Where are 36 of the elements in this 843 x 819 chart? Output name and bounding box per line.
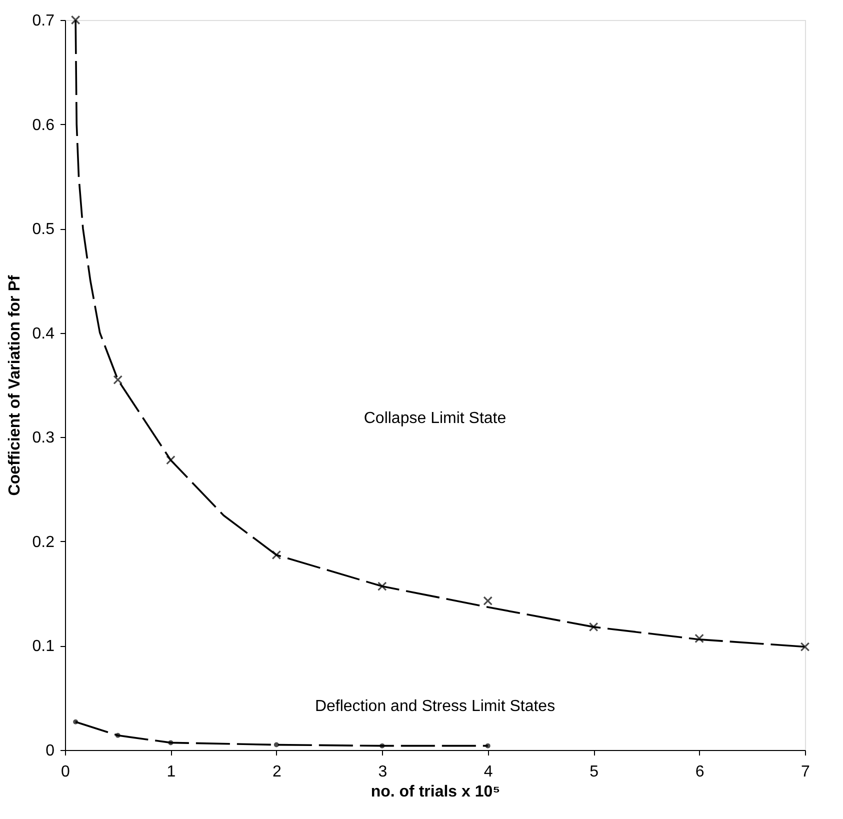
x-tick-label: 1 [166, 764, 176, 780]
point [166, 455, 176, 465]
x-tick-label: 0 [61, 764, 70, 780]
y-tick-label: 0.4 [32, 325, 55, 342]
x-tick-label: 5 [590, 764, 599, 780]
annotation: Collapse Limit State [364, 410, 506, 427]
y-tick-label: 0.3 [32, 430, 55, 447]
point [272, 550, 282, 560]
point [113, 375, 123, 384]
y-tick-label: 0.6 [32, 116, 55, 134]
point [168, 740, 174, 746]
point [588, 622, 598, 632]
annotation: Deflection and Stress Limit States [314, 698, 556, 716]
y-axis-title: Coefficient of Variation for Pf [6, 274, 24, 496]
y-tick-label: 0.7 [32, 12, 55, 30]
y-tick-label: 0 [46, 742, 55, 760]
point [483, 596, 493, 606]
x-tick-label: 7 [801, 764, 810, 780]
point [377, 582, 387, 591]
point [274, 742, 279, 748]
point [115, 732, 120, 738]
x-tick-label: 3 [378, 764, 388, 780]
x-tick-label: 4 [484, 764, 493, 780]
point [800, 642, 810, 652]
point [380, 743, 385, 748]
x-tick-label: 6 [695, 764, 704, 780]
point [70, 15, 80, 25]
y-tick-label: 0.5 [32, 221, 55, 238]
line-series [74, 19, 806, 648]
point [694, 634, 704, 644]
y-tick-label: 0.1 [32, 638, 55, 656]
x-axis-title: no. of trials x 10⁵ [370, 784, 500, 800]
point [485, 743, 490, 748]
x-tick-label: 2 [272, 764, 282, 780]
y-tick-label: 0.2 [32, 534, 55, 551]
point [73, 719, 78, 724]
